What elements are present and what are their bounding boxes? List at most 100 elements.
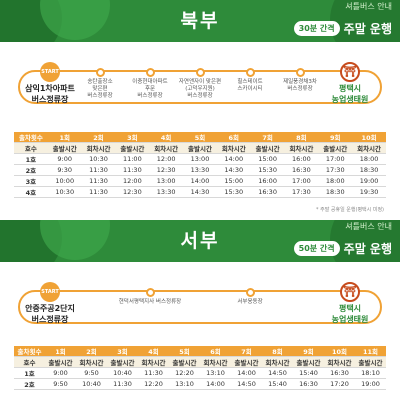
time-cell: 17:30 <box>318 164 353 176</box>
west-region-title: 서부 <box>180 230 220 252</box>
stop-dot-icon <box>95 67 105 77</box>
time-type-cell: 회차시간 <box>284 142 319 154</box>
time-cell: 16:30 <box>284 164 319 176</box>
time-cell: 9:50 <box>45 378 76 390</box>
round-header-cell: 1회 <box>47 132 82 143</box>
time-type-cell: 출발시간 <box>47 142 82 154</box>
stop-dot-icon <box>245 287 255 297</box>
round-header-cell: 7회 <box>231 346 262 357</box>
time-cell: 9:50 <box>76 367 107 379</box>
time-type-cell: 회차시간 <box>76 356 107 368</box>
north-stop-label: 송탄출장소 맞은편 버스정류장 <box>87 78 113 100</box>
round-label-cell: 출차횟수 <box>14 346 45 357</box>
north-interval-badge: 30분 간격 <box>293 21 340 36</box>
table-subheader-row: 호수 출발시간 회차시간 출발시간 회차시간 출발시간 회차시간 출발시간 회차시간 출발시간 회차… <box>14 142 386 154</box>
west-stop-label: 평택시 농업생태원 <box>331 304 369 324</box>
time-type-cell: 출발시간 <box>107 356 138 368</box>
time-type-cell: 출발시간 <box>115 142 150 154</box>
north-stop: ⛩ 평택시 농업생태원 <box>315 62 385 106</box>
start-marker-icon: START <box>40 62 60 82</box>
time-type-cell: 회차시간 <box>81 142 116 154</box>
west-interval-badge: 50분 간격 <box>293 241 340 256</box>
stop-dot-icon <box>195 67 205 77</box>
round-header-cell: 10회 <box>324 346 355 357</box>
time-type-cell: 출발시간 <box>169 356 200 368</box>
north-stop: 송탄출장소 맞은편 버스정류장 <box>65 67 135 101</box>
leaf-decoration <box>330 220 400 262</box>
round-header-cell: 10회 <box>352 132 386 143</box>
time-cell: 17:30 <box>284 186 319 198</box>
round-header-cell: 7회 <box>250 132 285 143</box>
round-header-cell: 2회 <box>81 132 116 143</box>
ho-label-cell: 호수 <box>14 142 48 154</box>
time-cell: 12:20 <box>138 378 169 390</box>
time-cell: 11:30 <box>115 164 150 176</box>
time-cell: 10:30 <box>81 153 116 165</box>
bus-number-cell: 3호 <box>14 175 48 187</box>
time-cell: 14:00 <box>216 153 251 165</box>
north-stop: 제일풍경채3차 버스정류장 <box>265 67 335 94</box>
time-cell: 14:30 <box>216 164 251 176</box>
west-stop-label: 서부웅동장 <box>237 298 263 305</box>
time-type-cell: 회차시간 <box>324 356 355 368</box>
north-stop: 자연앤자이 맞은편 (고덕우지원) 버스정류장 <box>165 67 235 101</box>
time-type-cell: 회차시간 <box>216 142 251 154</box>
west-stop: START 안중주공2단지 버스정류장 <box>15 282 85 326</box>
table-row: 1호 9:00 10:30 11:00 12:00 13:00 14:00 15:00 16:0… <box>14 153 386 165</box>
time-cell: 18:00 <box>318 175 353 187</box>
time-cell: 9:00 <box>47 153 82 165</box>
time-cell: 15:30 <box>250 164 285 176</box>
round-header-cell: 2회 <box>76 346 107 357</box>
round-header-cell: 11회 <box>355 346 386 357</box>
time-cell: 11:30 <box>107 378 138 390</box>
round-header-cell: 4회 <box>138 346 169 357</box>
time-cell: 16:30 <box>324 367 355 379</box>
time-cell: 13:30 <box>183 164 217 176</box>
table-row: 1호 9:00 9:50 10:40 11:30 12:20 13:10 14:00 14:50… <box>14 367 386 379</box>
round-header-cell: 6회 <box>216 132 251 143</box>
round-header-cell: 9회 <box>293 346 324 357</box>
round-header-cell: 9회 <box>318 132 353 143</box>
round-header-cell: 3회 <box>115 132 150 143</box>
time-cell: 14:50 <box>262 367 293 379</box>
bus-number-cell: 2호 <box>14 378 45 390</box>
north-stop: START 삼익1차아파트 버스정류장 <box>15 62 85 106</box>
bus-number-cell: 1호 <box>14 367 45 379</box>
time-cell: 13:10 <box>169 378 200 390</box>
north-stop-label: 이충현대아파트 후문 버스정류장 <box>132 78 168 100</box>
north-stop: 이충현대아파트 후문 버스정류장 <box>115 67 185 101</box>
time-type-cell: 회차시간 <box>149 142 184 154</box>
time-cell: 16:00 <box>250 175 285 187</box>
destination-gate-icon: ⛩ <box>340 62 360 82</box>
time-cell: 10:30 <box>47 186 82 198</box>
time-cell: 13:00 <box>183 153 217 165</box>
time-cell: 12:00 <box>149 153 184 165</box>
round-header-cell: 4회 <box>149 132 184 143</box>
time-cell: 14:50 <box>231 378 262 390</box>
west-stop-label: 안중주공2단지 버스정류장 <box>25 304 75 324</box>
time-cell: 13:10 <box>200 367 231 379</box>
north-stop: 힐스테이트 스카이시티 <box>215 67 285 94</box>
north-header-band: 북부 셔틀버스 안내 30분 간격 주말 운행 <box>0 0 400 42</box>
north-brand: 셔틀버스 안내 <box>345 2 392 11</box>
stop-dot-icon <box>245 67 255 77</box>
round-header-cell: 5회 <box>183 132 217 143</box>
time-cell: 19:30 <box>352 186 386 198</box>
time-cell: 17:00 <box>284 175 319 187</box>
north-stop-label: 삼익1차아파트 버스정류장 <box>25 84 75 104</box>
north-stop-label: 자연앤자이 맞은편 (고덕우지원) 버스정류장 <box>178 78 222 100</box>
time-cell: 10:00 <box>47 175 82 187</box>
time-cell: 11:30 <box>81 164 116 176</box>
time-cell: 16:30 <box>293 378 324 390</box>
time-type-cell: 출발시간 <box>355 356 386 368</box>
time-cell: 12:00 <box>115 175 150 187</box>
time-cell: 15:30 <box>216 186 251 198</box>
time-type-cell: 출발시간 <box>183 142 217 154</box>
north-stop-label: 평택시 농업생태원 <box>331 84 369 104</box>
time-type-cell: 회차시간 <box>262 356 293 368</box>
north-note: * 주말 공휴일 운행(평택시 미정) <box>316 207 384 213</box>
west-stop: 서부웅동장 <box>215 287 285 306</box>
time-cell: 19:00 <box>355 378 386 390</box>
time-cell: 15:00 <box>250 153 285 165</box>
time-cell: 12:30 <box>115 186 150 198</box>
